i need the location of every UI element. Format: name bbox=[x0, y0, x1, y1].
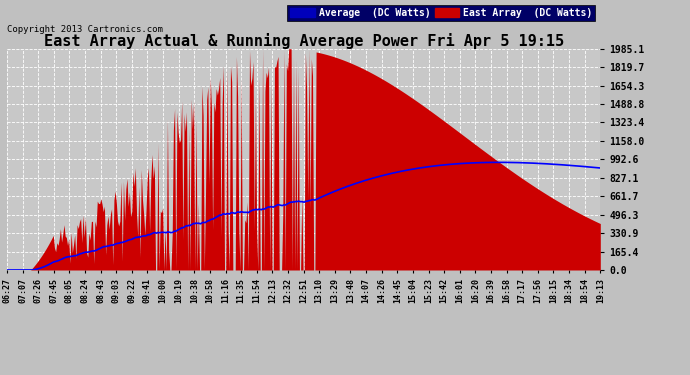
Legend: Average  (DC Watts), East Array  (DC Watts): Average (DC Watts), East Array (DC Watts… bbox=[288, 5, 595, 21]
Title: East Array Actual & Running Average Power Fri Apr 5 19:15: East Array Actual & Running Average Powe… bbox=[43, 33, 564, 49]
Text: Copyright 2013 Cartronics.com: Copyright 2013 Cartronics.com bbox=[7, 25, 163, 34]
